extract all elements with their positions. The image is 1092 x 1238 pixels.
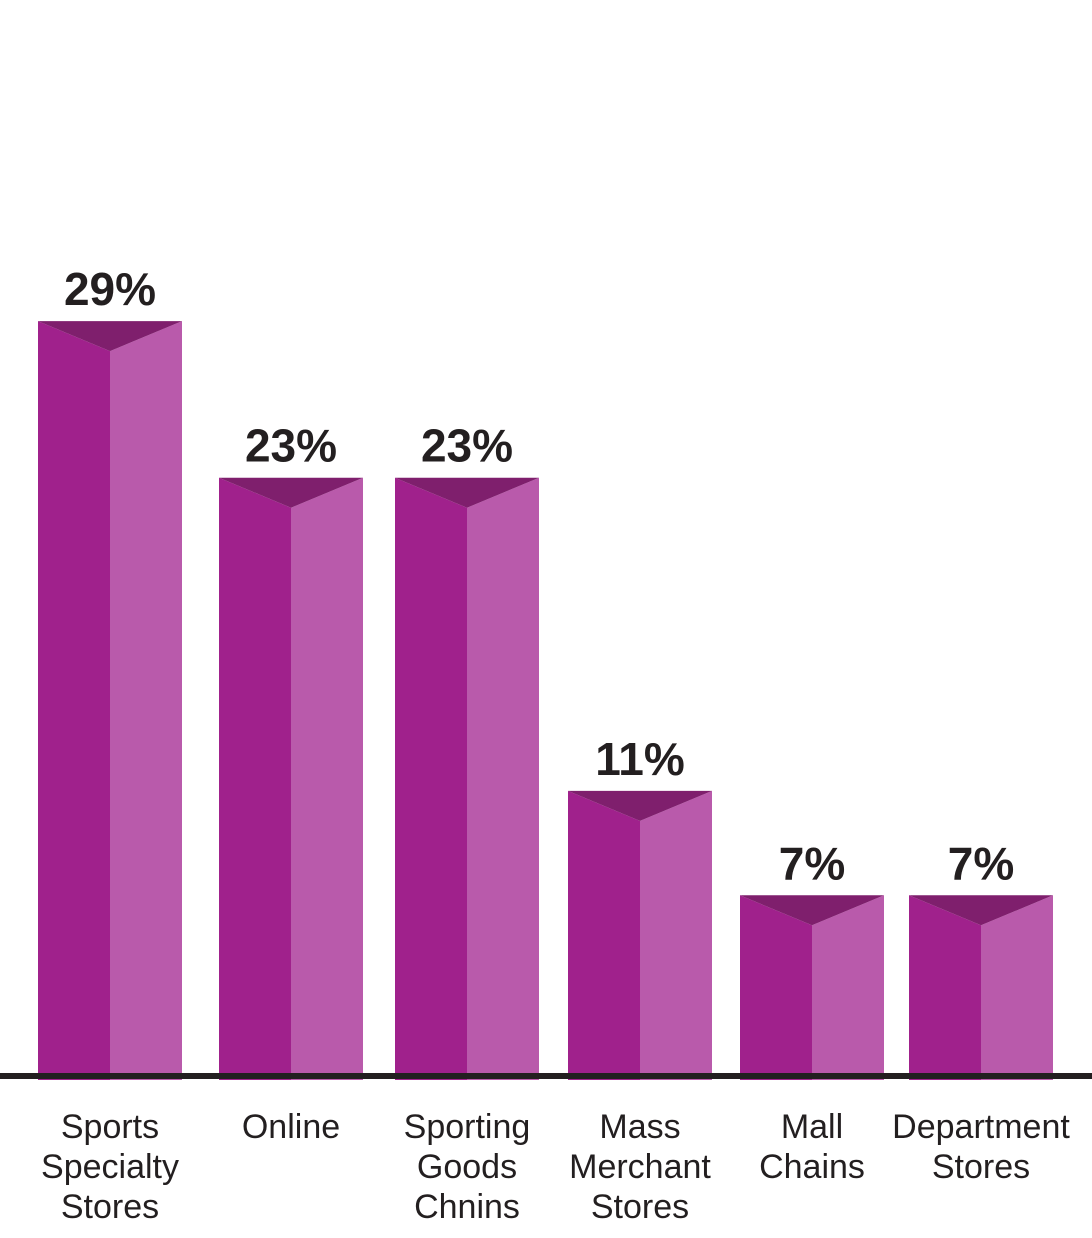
bar-top-face [38, 321, 182, 352]
bar-5 [740, 895, 884, 1080]
bars-group [38, 321, 1053, 1081]
bar-4 [568, 790, 712, 1080]
category-label: Mall Chains [759, 1108, 865, 1186]
bar-side-face [291, 477, 363, 1080]
category-label: Sporting Goods Chnins [404, 1108, 531, 1226]
bar-side-face [467, 477, 539, 1080]
bar-front-face [38, 321, 110, 1081]
bar-3 [395, 477, 539, 1080]
bar-top-face [909, 895, 1053, 926]
bar-top-face [219, 477, 363, 508]
bar-side-face [981, 895, 1053, 1080]
value-label: 23% [245, 420, 337, 472]
bar-top-face [740, 895, 884, 926]
bar-side-face [640, 790, 712, 1080]
value-label: 7% [948, 837, 1014, 889]
value-label: 23% [421, 420, 513, 472]
value-label: 11% [595, 733, 685, 785]
bar-top-face [395, 477, 539, 508]
bar-front-face [395, 477, 467, 1080]
bar-6 [909, 895, 1053, 1080]
value-label: 7% [779, 837, 845, 889]
category-label: Online [242, 1108, 340, 1146]
bar-side-face [812, 895, 884, 1080]
bar-top-face [568, 790, 712, 821]
bar-front-face [740, 895, 812, 1080]
bar-side-face [110, 321, 182, 1081]
category-label: Department Stores [892, 1108, 1070, 1186]
category-label: Sports Specialty Stores [41, 1108, 179, 1226]
category-labels-group: Sports Specialty Stores Online Sporting Goods… [41, 1108, 1070, 1226]
bar-front-face [219, 477, 291, 1080]
value-label: 29% [64, 263, 156, 315]
bar-front-face [909, 895, 981, 1080]
category-label: Mass Merchant Stores [569, 1108, 711, 1226]
bar-2 [219, 477, 363, 1080]
value-labels-group: 29% 23% 23% 11% 7% 7% [64, 263, 1014, 889]
bar-1 [38, 321, 182, 1081]
bar-front-face [568, 790, 640, 1080]
